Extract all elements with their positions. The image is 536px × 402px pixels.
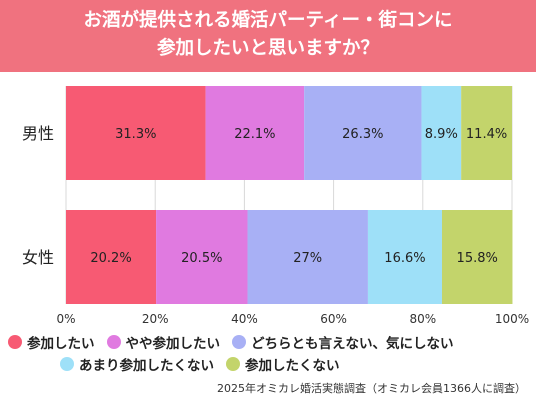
chart-title-line-2: 参加したいと思いますか？ bbox=[156, 38, 379, 59]
bar-0-2 bbox=[304, 86, 422, 180]
legend-swatch-3 bbox=[60, 357, 74, 371]
data-label-0-2: 26.3% bbox=[342, 127, 383, 142]
bar-1-4 bbox=[441, 210, 513, 304]
data-label-1-4: 15.8% bbox=[457, 251, 498, 266]
data-label-0-3: 8.9% bbox=[425, 127, 458, 142]
x-tick-label-4: 80% bbox=[409, 312, 436, 326]
data-label-1-0: 20.2% bbox=[90, 251, 131, 266]
bar-1-1 bbox=[156, 210, 248, 304]
bar-1-2 bbox=[247, 210, 368, 304]
legend-item-1: やや参加したい bbox=[106, 332, 221, 352]
data-label-1-1: 20.5% bbox=[181, 251, 222, 266]
legend-row-1: 参加したい やや参加したい どちらとも言えない、気にしない bbox=[8, 331, 532, 353]
x-tick-label-5: 100% bbox=[495, 312, 529, 326]
x-tick-label-1: 20% bbox=[142, 312, 169, 326]
data-label-0-0: 31.3% bbox=[115, 127, 156, 142]
x-tick-label-0: 0% bbox=[56, 312, 75, 326]
legend-label-1: やや参加したい bbox=[125, 336, 221, 352]
stacked-bar-chart: 31.3% 22.1% 26.3% 8.9% 11.4% 男性 20.2% 20.5% 27% 1… bbox=[22, 86, 529, 326]
legend-item-0: 参加したい bbox=[8, 332, 95, 352]
legend-label-2: どちらとも言えない、気にしない bbox=[251, 336, 454, 352]
data-label-1-2: 27% bbox=[293, 251, 322, 266]
legend-label-0: 参加したい bbox=[27, 336, 95, 352]
legend-item-2: どちらとも言えない、気にしない bbox=[232, 332, 454, 352]
chart-title-line-1: お酒が提供される婚活パーティー・街コンに bbox=[83, 10, 453, 31]
bar-0-1 bbox=[205, 86, 305, 180]
x-tick-label-3: 60% bbox=[320, 312, 347, 326]
bar-0-3 bbox=[421, 86, 462, 180]
x-tick-label-2: 40% bbox=[231, 312, 258, 326]
legend-label-4: 参加したくない bbox=[245, 358, 340, 374]
legend-label-3: あまり参加したくない bbox=[79, 358, 214, 374]
legend-row-2: あまり参加したくない 参加したくない bbox=[8, 353, 532, 375]
data-label-0-1: 22.1% bbox=[234, 127, 275, 142]
bar-1-0 bbox=[66, 210, 157, 304]
category-label-1: 女性 bbox=[22, 248, 54, 267]
data-label-0-4: 11.4% bbox=[466, 127, 507, 142]
bar-0-0 bbox=[66, 86, 206, 180]
data-label-1-3: 16.6% bbox=[384, 251, 425, 266]
legend-swatch-4 bbox=[226, 357, 240, 371]
legend-swatch-0 bbox=[8, 335, 22, 349]
legend-swatch-1 bbox=[106, 335, 121, 349]
bar-0-4 bbox=[461, 86, 512, 180]
category-label-0: 男性 bbox=[22, 124, 54, 143]
legend-item-4: 参加したくない bbox=[226, 354, 340, 374]
bar-1-3 bbox=[367, 210, 442, 304]
chart-title-banner: お酒が提供される婚活パーティー・街コンに 参加したいと思いますか？ bbox=[0, 0, 536, 72]
legend-swatch-2 bbox=[232, 335, 246, 349]
source-note: 2025年オミカレ婚活実態調査（オミカレ会員1366人に調査） bbox=[217, 382, 526, 395]
chart-legend: 参加したい やや参加したい どちらとも言えない、気にしない あまり参加したくない… bbox=[8, 331, 532, 375]
legend-item-3: あまり参加したくない bbox=[60, 354, 214, 374]
